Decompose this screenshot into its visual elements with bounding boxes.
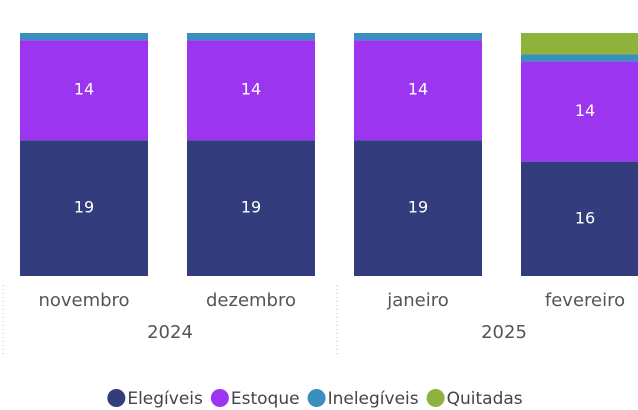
group-label: 2025 xyxy=(481,322,527,343)
legend-label: Elegíveis xyxy=(127,389,203,409)
x-tick-label: janeiro xyxy=(386,290,449,311)
data-label: 19 xyxy=(241,198,261,217)
legend-label: Quitadas xyxy=(447,389,523,409)
legend-marker xyxy=(307,389,326,407)
bar-segment xyxy=(187,40,315,141)
bar-segment xyxy=(521,54,638,62)
data-label: 19 xyxy=(408,198,428,217)
bar-segment xyxy=(187,140,315,276)
bar-segment xyxy=(521,33,638,55)
group-label: 2024 xyxy=(147,322,193,343)
bar-segment xyxy=(354,33,482,41)
data-label: 16 xyxy=(575,208,595,227)
legend-label: Inelegíveis xyxy=(328,389,419,409)
data-label: 19 xyxy=(74,198,94,217)
legend-marker xyxy=(426,389,445,407)
data-label: 14 xyxy=(241,80,261,99)
data-label: 14 xyxy=(575,101,595,120)
bar-segment xyxy=(354,140,482,276)
bar-segment xyxy=(521,61,638,162)
data-label: 14 xyxy=(408,80,428,99)
data-label: 14 xyxy=(74,80,94,99)
legend-marker xyxy=(210,389,229,407)
legend-marker xyxy=(107,389,126,407)
x-tick-label: fevereiro xyxy=(545,290,625,311)
bar-segment xyxy=(20,33,148,41)
x-tick-label: dezembro xyxy=(206,290,296,311)
legend-label: Estoque xyxy=(231,389,300,409)
bar-segment xyxy=(354,40,482,141)
x-tick-label: novembro xyxy=(38,290,129,311)
bar-segment xyxy=(20,40,148,141)
bar-segment xyxy=(20,140,148,276)
bar-segment xyxy=(521,161,638,276)
bar-segment xyxy=(187,33,315,41)
